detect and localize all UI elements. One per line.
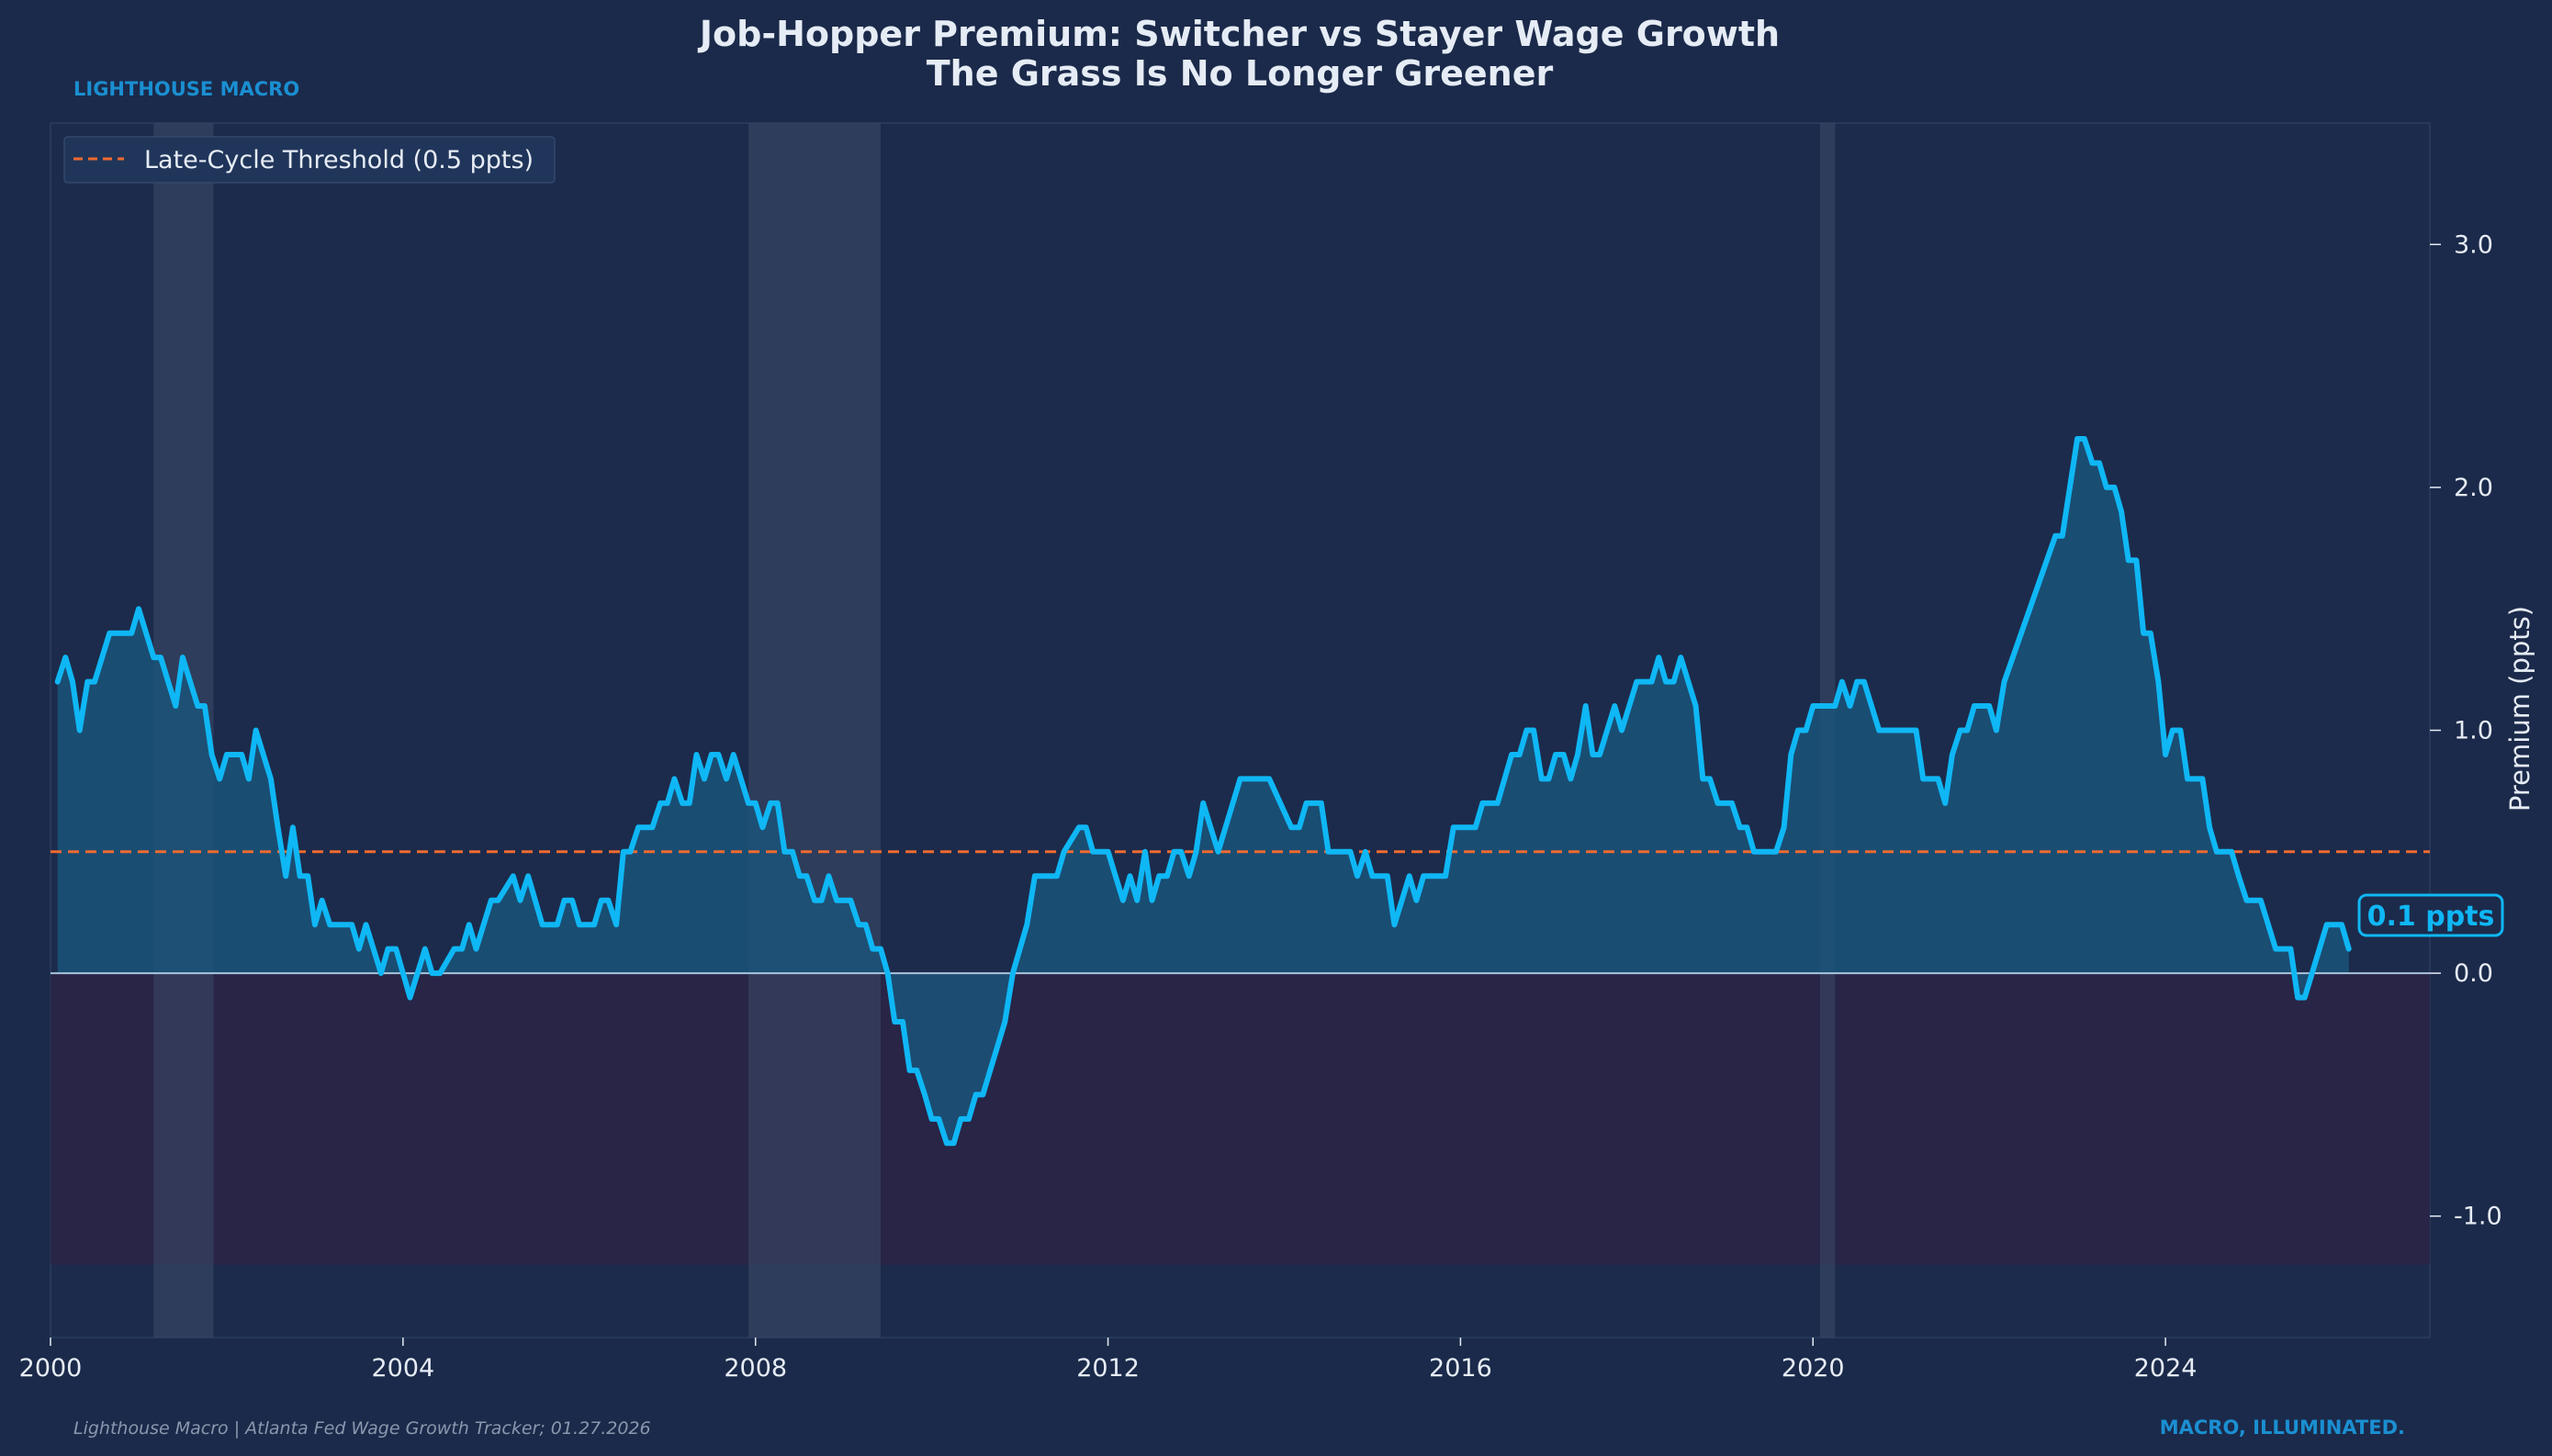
legend-threshold-label: Late-Cycle Threshold (0.5 ppts)	[144, 146, 534, 174]
series-group	[54, 436, 2352, 1147]
series-line	[54, 436, 2352, 1147]
y-axis-label: Premium (ppts)	[2504, 606, 2535, 812]
negative-zone-group	[51, 973, 2430, 1265]
x-tick-label: 2008	[724, 1354, 787, 1383]
y-tick-label: 1.0	[2454, 717, 2493, 745]
recession-bands	[153, 123, 1836, 1338]
legend: Late-Cycle Threshold (0.5 ppts)	[63, 136, 556, 184]
y-tick-label: 2.0	[2454, 474, 2493, 502]
last-value-callout: 0.1 ppts	[2357, 893, 2504, 937]
source-note: Lighthouse Macro | Atlanta Fed Wage Grow…	[73, 1418, 651, 1439]
callout-box	[2357, 893, 2504, 937]
x-tick-label: 2004	[371, 1354, 434, 1383]
brand-logo-text: LIGHTHOUSE MACRO	[73, 78, 299, 100]
negative-zone	[51, 973, 2430, 1265]
y-tick-label: 0.0	[2454, 959, 2493, 988]
y-tick-label: -1.0	[2454, 1203, 2502, 1231]
last-value-label: 0.1 ppts	[2367, 901, 2495, 933]
series-area	[57, 439, 2349, 1144]
brand-tagline: MACRO, ILLUMINATED.	[2160, 1417, 2405, 1439]
y-axis: -1.0 0.0 1.0 2.0 3.0	[2430, 230, 2502, 1231]
chart-subtitle: The Grass Is No Longer Greener	[927, 53, 1554, 94]
x-tick-label: 2012	[1076, 1354, 1140, 1383]
x-tick-label: 2020	[1782, 1354, 1845, 1383]
y-tick-label: 3.0	[2454, 230, 2493, 259]
legend-box	[63, 136, 556, 184]
area-group	[57, 439, 2349, 1144]
x-tick-label: 2016	[1429, 1354, 1492, 1383]
recession-band	[748, 123, 881, 1338]
x-tick-label: 2000	[19, 1354, 83, 1383]
x-axis: 2000 2004 2008 2012 2016 2020 2024	[19, 1338, 2198, 1383]
x-tick-label: 2024	[2134, 1354, 2198, 1383]
chart-title: Job-Hopper Premium: Switcher vs Stayer W…	[697, 14, 1780, 54]
